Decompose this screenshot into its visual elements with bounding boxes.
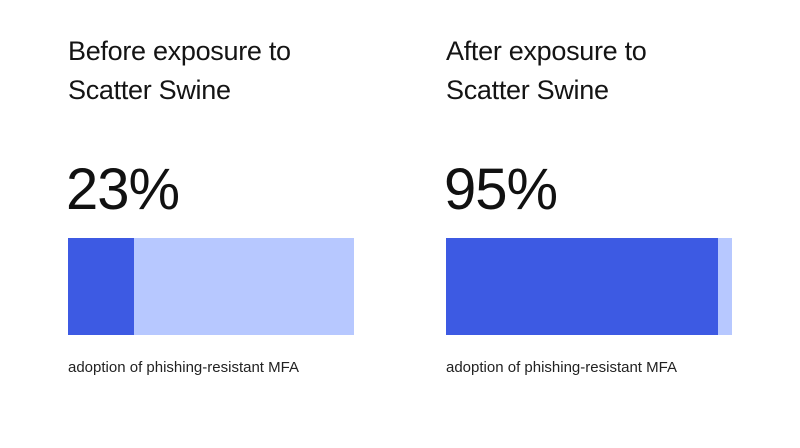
before-bar-fill bbox=[68, 238, 134, 335]
before-caption: adoption of phishing-resistant MFA bbox=[68, 359, 299, 376]
after-title-line-1: After exposure to bbox=[446, 36, 647, 66]
after-caption: adoption of phishing-resistant MFA bbox=[446, 359, 677, 376]
before-percentage: 23% bbox=[66, 157, 180, 222]
before-panel: Before exposure to Scatter Swine 23% ado… bbox=[66, 0, 368, 448]
before-title: Before exposure to Scatter Swine bbox=[68, 32, 291, 110]
after-bar-track bbox=[446, 238, 732, 335]
after-percentage: 95% bbox=[444, 157, 558, 222]
before-title-line-2: Scatter Swine bbox=[68, 75, 231, 105]
after-panel: After exposure to Scatter Swine 95% adop… bbox=[444, 0, 746, 448]
after-title-line-2: Scatter Swine bbox=[446, 75, 609, 105]
after-title: After exposure to Scatter Swine bbox=[446, 32, 647, 110]
after-bar-fill bbox=[446, 238, 718, 335]
before-title-line-1: Before exposure to bbox=[68, 36, 291, 66]
before-bar-track bbox=[68, 238, 354, 335]
